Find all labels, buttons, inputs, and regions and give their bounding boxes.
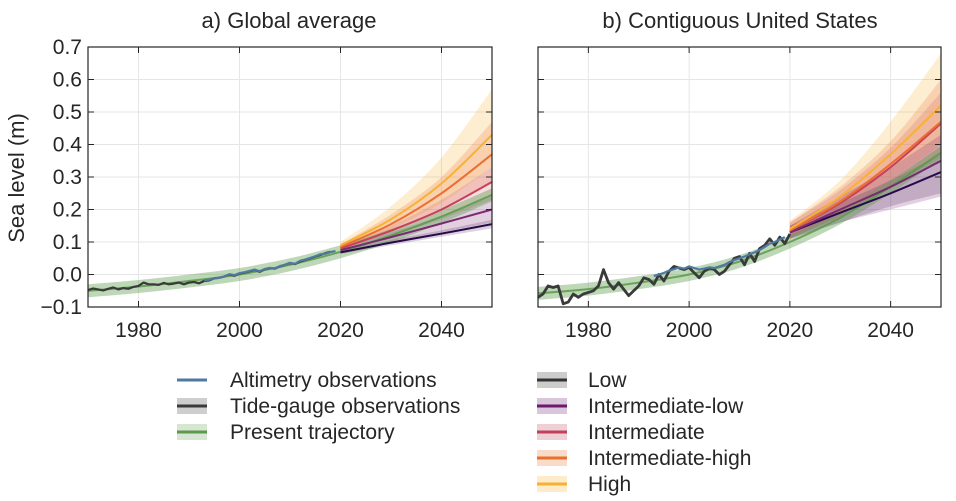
panel-a-ytick-label: 0.7 [53, 36, 82, 59]
panel-b-xtick-label: 2000 [666, 319, 713, 342]
panel-a-low-line [340, 223, 493, 254]
panel-a-xtick-label: 1980 [115, 319, 162, 342]
panel-a-xtick-label: 2040 [418, 319, 465, 342]
panel-a-intermediate-high-line [340, 153, 493, 248]
legend-item-intermediate-low: Intermediate-low [537, 395, 744, 418]
legend-label: Intermediate-high [588, 447, 751, 470]
panel-a-intermediate-low-band [340, 196, 492, 252]
panel-b-xtick-label: 2040 [867, 319, 914, 342]
panel-a-intermediate-high-band [340, 121, 492, 250]
legend-item-low: Low [537, 369, 627, 392]
panel-b-xtick-label: 1980 [565, 319, 612, 342]
panel-a-high-line [340, 133, 493, 247]
panel-b-high-line [789, 104, 942, 230]
legend-label: Low [588, 369, 627, 392]
panel-a-xtick-label: 2000 [216, 319, 263, 342]
panel-a-ytick-label: 0.1 [53, 231, 82, 254]
y-axis-label: Sea level (m) [4, 113, 29, 243]
panel-b-trajectory-band [538, 146, 941, 300]
panel-b-title: b) Contiguous United States [602, 8, 877, 33]
panel-a-ytick-label: 0.3 [53, 166, 82, 189]
legend-item-altimetry-observations: Altimetry observations [177, 369, 437, 392]
panel-a-intermediate-line [340, 181, 493, 250]
legend-item-intermediate-high: Intermediate-high [537, 447, 751, 470]
panel-a-intermediate-low-line [340, 208, 493, 252]
legend-label: Present trajectory [230, 421, 395, 444]
panel-a-ticks: −0.1 0.0 0.1 0.2 0.3 0.4 0.5 0.6 0.7 1980 2000 2020… [41, 36, 492, 342]
legend-label: Altimetry observations [230, 369, 437, 392]
panel-a-ytick-label: 0.0 [53, 264, 82, 287]
panel-b-xtick-label: 2020 [767, 319, 814, 342]
panel-a-high-band [340, 89, 492, 249]
panel-b-trajectory-line [537, 151, 942, 295]
legend-item-high: High [537, 473, 631, 496]
panel-a-ytick-label: 0.5 [53, 101, 82, 124]
legend: Altimetry observations Tide-gauge observa… [177, 369, 751, 496]
legend-item-intermediate: Intermediate [537, 421, 705, 444]
legend-label: Intermediate [588, 421, 705, 444]
panel-a-altimetry-line [203, 250, 336, 282]
panel-a-xtick-label: 2020 [317, 319, 364, 342]
panel-b-intermediate-high-line [789, 121, 942, 232]
legend-item-present-trajectory: Present trajectory [177, 421, 395, 444]
legend-item-tide-gauge-observations: Tide-gauge observations [177, 395, 460, 418]
legend-label: Intermediate-low [588, 395, 744, 418]
panel-a-ytick-label: 0.2 [53, 199, 82, 222]
panel-b-ticks: 1980 2000 2020 2040 [538, 46, 941, 342]
panel-b-altimetry-line [653, 236, 786, 278]
panel-b-intermediate-band [789, 92, 941, 239]
panel-a-ytick-label: 0.4 [53, 134, 83, 157]
panel-a-global-average: a) Global average −0.1 0.0 0.1 0.2 0.3 0.4 0.5… [41, 8, 493, 342]
panel-b-intermediate-low-line [789, 159, 942, 234]
legend-label: Tide-gauge observations [230, 395, 460, 418]
panel-a-ytick-label: 0.6 [53, 69, 82, 92]
panel-a-plot-area [87, 89, 493, 298]
panel-b-low-line [789, 171, 942, 234]
panel-b-contiguous-us: b) Contiguous United States 1980 2000 2020… [537, 8, 942, 342]
panel-b-tide-gauge-line [537, 233, 792, 306]
panel-b-plot-area [537, 53, 942, 306]
legend-label: High [588, 473, 631, 496]
panel-a-title: a) Global average [202, 8, 377, 33]
panel-a-ytick-label: −0.1 [41, 296, 82, 319]
panel-b-intermediate-high-band [789, 79, 941, 239]
